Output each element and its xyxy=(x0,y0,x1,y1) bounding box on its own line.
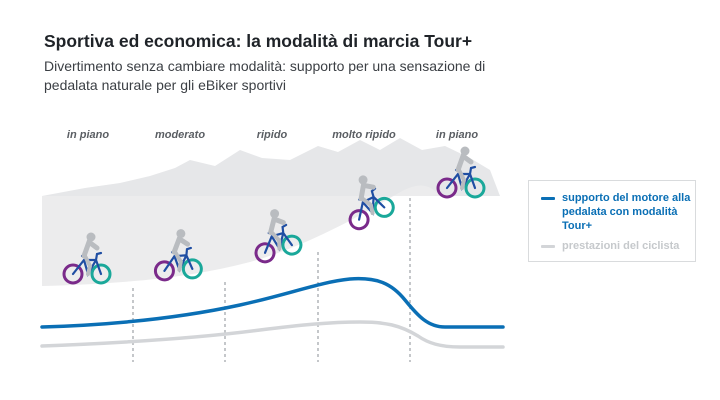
background-mountains xyxy=(42,138,500,196)
rider-body xyxy=(81,237,100,259)
legend-label-motor: supporto del motore alla pedalata con mo… xyxy=(562,192,691,232)
rider-body xyxy=(268,215,286,235)
rider-body xyxy=(171,234,191,255)
cyclist-steep xyxy=(254,209,303,264)
rider-body xyxy=(358,182,376,202)
rear-wheel xyxy=(153,260,175,282)
cyclist-flat-2 xyxy=(436,146,486,199)
cyclist-very-steep xyxy=(348,175,395,231)
rider-leg xyxy=(269,230,282,251)
page-title: Sportiva ed economica: la modalità di ma… xyxy=(44,31,473,51)
section-dividers xyxy=(132,198,411,362)
front-wheel xyxy=(281,234,303,256)
terrain-label-very-steep: molto ripido xyxy=(332,129,396,141)
rider-leg xyxy=(457,168,467,190)
rider-leg xyxy=(359,196,375,216)
terrain-label-flat-2: in piano xyxy=(436,129,478,141)
rider-head xyxy=(460,146,470,156)
front-wheel xyxy=(90,263,112,285)
legend-swatch-motor xyxy=(541,197,555,200)
terrain-label-moderate: moderato xyxy=(155,129,205,141)
rear-wheel xyxy=(254,242,276,264)
rider-head xyxy=(86,232,96,242)
cyclist-flat-1 xyxy=(62,232,112,285)
terrain-label-steep: ripido xyxy=(257,129,288,141)
front-wheel xyxy=(464,177,486,199)
rider-leg xyxy=(173,250,183,272)
rider-body xyxy=(455,151,474,173)
legend-label-cyclist: prestazioni del ciclista xyxy=(562,240,680,252)
front-wheel xyxy=(181,258,203,280)
cyclist-moderate xyxy=(153,229,203,282)
cyclist-performance-curve xyxy=(40,320,505,349)
legend: supporto del motore alla pedalata con mo… xyxy=(528,180,696,262)
rider-leg xyxy=(83,254,93,276)
page-subtitle: Divertimento senza cambiare modalità: su… xyxy=(44,58,486,93)
rider-head xyxy=(176,229,186,239)
front-wheel xyxy=(373,196,395,218)
legend-item-cyclist-performance: prestazioni del ciclista xyxy=(541,239,692,253)
rider-head xyxy=(358,175,368,185)
legend-item-motor-support: supporto del motore alla pedalata con mo… xyxy=(541,191,692,233)
rear-wheel xyxy=(436,177,458,199)
rear-wheel xyxy=(62,263,84,285)
rear-wheel xyxy=(348,209,370,231)
rider-head xyxy=(270,209,280,219)
motor-support-curve xyxy=(40,276,505,329)
legend-swatch-cyclist xyxy=(541,245,555,248)
terrain-label-flat-1: in piano xyxy=(67,129,109,141)
